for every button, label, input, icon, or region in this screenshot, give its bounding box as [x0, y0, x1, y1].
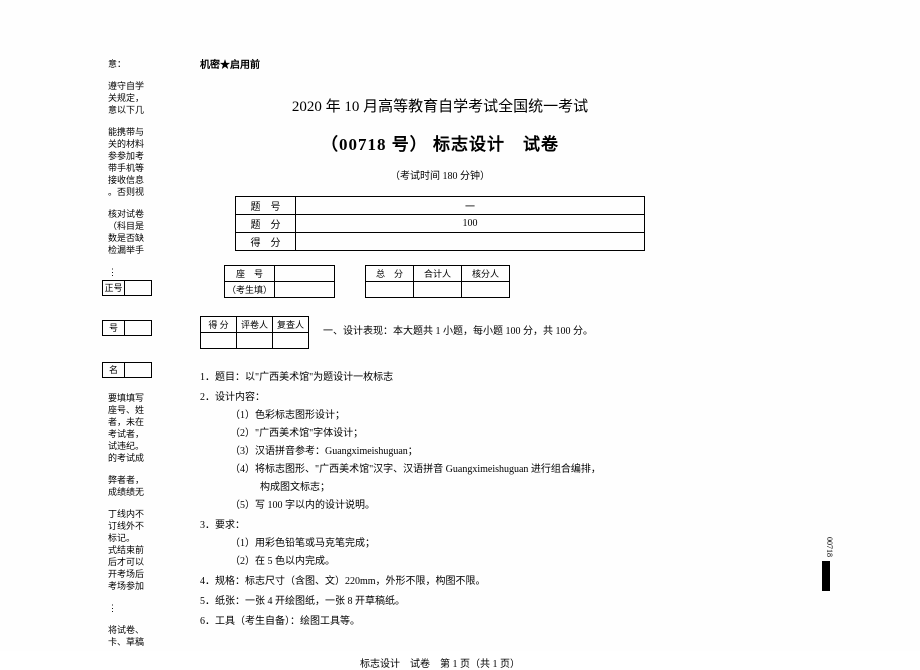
body-line: 4．规格：标志尺寸（含图、文）220mm，外形不限，构图不限。: [200, 573, 680, 591]
signoff-blank: [414, 282, 462, 298]
body-subline: 构成图文标志；: [200, 479, 680, 497]
exam-paper-main: 机密★启用前 2020 年 10 月高等教育自学考试全国统一考试 （00718 …: [200, 56, 680, 670]
grader-blank: [201, 333, 237, 349]
score-value: 一: [296, 197, 645, 215]
gutter-block: 要填填写 座号、姓 者，未在 考试者， 试违纪。 的考试成: [108, 392, 154, 464]
section-1-title: 一、设计表现：本大题共 1 小题，每小题 100 分，共 100 分。: [323, 316, 593, 337]
exam-title-line1: 2020 年 10 月高等教育自学考试全国统一考试: [200, 95, 680, 116]
gutter-dots: ⋮: [108, 602, 154, 614]
seat-sublabel: （考生填）: [225, 282, 275, 298]
left-gutter-notes: 意： 遵守自学 关规定， 意以下几 能携带与 关的材料 参参加考 带手机等 接收…: [108, 58, 154, 288]
barcode-label: 00718: [825, 537, 834, 557]
score-summary-table: 题 号 一 题 分 100 得 分: [235, 196, 645, 251]
body-line: 5．纸张：一张 4 开绘图纸，一张 8 开草稿纸。: [200, 593, 680, 611]
gutter-block: 意：: [108, 58, 154, 70]
question-body: 1．题目：以"广西美术馆"为题设计一枚标志 2．设计内容： （1）色彩标志图形设…: [200, 369, 680, 631]
seat-blank: [275, 282, 335, 298]
seat-label: 座 号: [225, 266, 275, 282]
score-value: 100: [296, 215, 645, 233]
exam-title-line2: （00718 号） 标志设计 试卷: [200, 130, 680, 155]
left-label-text: 正号: [103, 281, 125, 295]
score-label: 得 分: [236, 233, 296, 251]
signoff-header: 核分人: [462, 266, 510, 282]
gutter-block: 弊者者， 成绩绩无: [108, 474, 154, 498]
grader-blank: [273, 333, 309, 349]
signoff-header: 合计人: [414, 266, 462, 282]
score-value: [296, 233, 645, 251]
gutter-block: 将试卷、 卡、草稿: [108, 624, 154, 648]
body-subline: （2）在 5 色以内完成。: [200, 553, 680, 571]
body-subline: （1）用彩色铅笔或马克笔完成；: [200, 535, 680, 553]
left-gutter-notes-2: 要填填写 座号、姓 者，未在 考试者， 试违纪。 的考试成 弊者者， 成绩绩无 …: [108, 392, 154, 658]
body-line: 2．设计内容：: [200, 389, 680, 407]
seat-blank: [275, 266, 335, 282]
signoff-table: 总 分 合计人 核分人: [365, 265, 510, 298]
left-label-box: 号: [102, 320, 152, 336]
gutter-block: 遵守自学 关规定， 意以下几: [108, 80, 154, 116]
score-label: 题 分: [236, 215, 296, 233]
signoff-blank: [462, 282, 510, 298]
left-label-text: 名: [103, 363, 125, 377]
gutter-dots: ⋮: [108, 266, 154, 278]
exam-duration: （考试时间 180 分钟）: [200, 167, 680, 182]
body-subline: （1）色彩标志图形设计；: [200, 407, 680, 425]
grader-header: 评卷人: [237, 317, 273, 333]
gutter-block: 能携带与 关的材料 参参加考 带手机等 接收信息 。否则视: [108, 126, 154, 198]
body-subline: （3）汉语拼音参考：Guangximeishuguan；: [200, 443, 680, 461]
barcode-icon: [822, 561, 830, 591]
left-label-text: 号: [103, 321, 125, 335]
body-line: 3．要求：: [200, 517, 680, 535]
seat-number-table: 座 号 （考生填）: [224, 265, 335, 298]
body-subline: （2）"广西美术馆"字体设计；: [200, 425, 680, 443]
grader-header: 复查人: [273, 317, 309, 333]
left-label-box: 正号: [102, 280, 152, 296]
grader-blank: [237, 333, 273, 349]
confidential-marker: 机密★启用前: [200, 56, 680, 71]
body-subline: （5）写 100 字以内的设计说明。: [200, 497, 680, 515]
gutter-block: 核对试卷 （科目是 数是否缺 检漏举手: [108, 208, 154, 256]
score-label: 题 号: [236, 197, 296, 215]
left-label-box: 名: [102, 362, 152, 378]
gutter-block: 丁线内不 订线外不 标记。 式结束前 后才可以 开考场后 考场参加: [108, 508, 154, 592]
body-line: 1．题目：以"广西美术馆"为题设计一枚标志: [200, 369, 680, 387]
page-footer: 标志设计 试卷 第 1 页（共 1 页）: [200, 655, 680, 670]
body-subline: （4）将标志图形、"广西美术馆"汉字、汉语拼音 Guangximeishugua…: [200, 461, 680, 479]
signoff-blank: [366, 282, 414, 298]
grader-table: 得 分 评卷人 复查人: [200, 316, 309, 349]
signoff-header: 总 分: [366, 266, 414, 282]
grader-header: 得 分: [201, 317, 237, 333]
body-line: 6．工具（考生自备）：绘图工具等。: [200, 613, 680, 631]
